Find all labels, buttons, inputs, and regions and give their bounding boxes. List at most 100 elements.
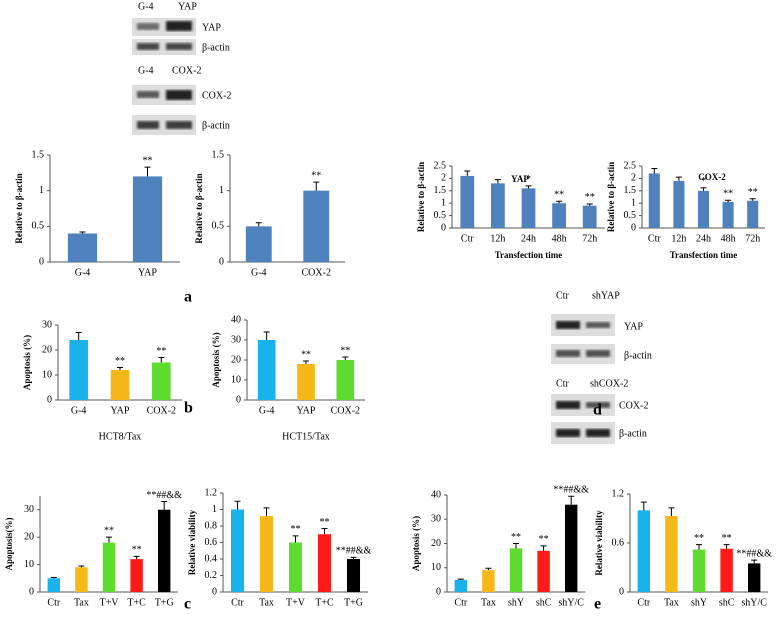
bar <box>75 567 88 592</box>
x-tick-label: T+C <box>315 597 334 608</box>
bar <box>69 340 88 400</box>
y-axis-label: Apoptosis (%) <box>411 516 421 571</box>
bar <box>509 548 523 592</box>
chart-title: YAP <box>511 174 529 184</box>
x-axis-label: HCT15/Tax <box>282 431 330 442</box>
error-bar <box>513 543 519 549</box>
y-tick-label: 0 <box>631 222 636 233</box>
chart-title: COX-2 <box>698 172 726 182</box>
x-axis-label: Transfection time <box>670 250 738 260</box>
y-axis-label: Relative to β-actin <box>14 173 24 243</box>
blot-row-label: YAP <box>202 22 221 33</box>
x-tick-label: T+V <box>100 597 120 608</box>
x-tick-label: shY/C <box>741 597 767 608</box>
x-tick-label: 12h <box>671 233 686 244</box>
significance-label: ** <box>511 532 521 543</box>
y-tick-label: 0.2 <box>205 570 218 581</box>
y-axis-label: Apoptosis(%) <box>4 517 14 570</box>
error-bar <box>696 544 702 550</box>
blot-row-label: COX-2 <box>619 400 648 411</box>
bar <box>303 190 330 262</box>
y-tick-label: 1 <box>212 504 217 515</box>
bar <box>491 183 505 228</box>
blot-header: Ctr <box>556 290 569 301</box>
band <box>137 23 159 30</box>
error-bar <box>749 198 756 201</box>
error-bar <box>668 507 675 517</box>
y-axis-label: Apoptosis (%) <box>22 335 32 390</box>
x-tick-label: Ctr <box>461 233 474 244</box>
band <box>586 322 610 328</box>
bar <box>67 233 98 262</box>
bar <box>582 205 597 228</box>
x-tick-label: 48h <box>552 233 567 244</box>
bar <box>257 340 276 400</box>
bar <box>460 175 475 228</box>
bar <box>245 226 272 262</box>
y-tick-label: 1 <box>39 185 44 196</box>
blot-left: G-4 YAP YAP β-actin G-4 COX-2 COX-2 β-ac… <box>132 1 231 135</box>
error-bar <box>78 565 85 568</box>
y-tick-label: 0.4 <box>205 553 218 564</box>
band <box>137 121 159 129</box>
band <box>556 429 580 437</box>
x-tick-label: T+G <box>155 597 174 608</box>
band <box>556 350 580 357</box>
bar <box>552 203 566 228</box>
significance-label: **##&& <box>553 485 589 496</box>
y-tick-label: 2 <box>631 173 636 184</box>
x-tick-label: 24h <box>696 233 711 244</box>
error-bar <box>106 536 112 543</box>
bar <box>720 548 733 592</box>
blot-row-label: β-actin <box>202 120 230 131</box>
significance-label: ** <box>132 545 142 556</box>
bar <box>722 201 734 228</box>
x-tick-label: T+C <box>127 597 146 608</box>
panel-label: c <box>184 596 191 613</box>
x-tick-label: shY/C <box>558 597 584 608</box>
bar <box>637 510 651 592</box>
significance-label: ** <box>585 192 595 203</box>
significance-label: ** <box>156 346 166 357</box>
band <box>586 402 610 408</box>
y-tick-label: 1.5 <box>32 149 45 160</box>
significance-label: ** <box>722 533 732 544</box>
blot-frame <box>551 344 615 364</box>
y-tick-label: 20 <box>24 531 34 542</box>
y-tick-label: 1.2 <box>205 487 218 498</box>
blot-header: COX-2 <box>172 65 201 76</box>
error-bar <box>263 507 270 517</box>
x-tick-label: T+V <box>286 597 306 608</box>
blot-frame <box>551 422 615 444</box>
y-tick-label: 30 <box>231 334 241 345</box>
error-bar <box>723 544 730 549</box>
panel-label: b <box>184 400 193 417</box>
bar <box>152 362 171 400</box>
y-tick-label: 0.5 <box>212 221 225 232</box>
y-tick-label: 10 <box>42 369 52 380</box>
x-tick-label: 12h <box>490 233 505 244</box>
band <box>137 43 159 50</box>
significance-label: * <box>701 176 706 187</box>
x-tick-label: Ctr <box>648 233 661 244</box>
error-bar <box>303 360 309 364</box>
x-tick-label: 48h <box>721 233 736 244</box>
significance-label: ** <box>104 525 114 536</box>
bar <box>132 176 163 262</box>
significance-label: ** <box>311 170 321 181</box>
bar <box>230 509 245 592</box>
error-bar <box>161 500 168 510</box>
error-bar <box>586 203 593 206</box>
x-tick-label: Tax <box>481 597 496 608</box>
x-tick-label: YAP <box>111 405 130 416</box>
error-bar <box>313 181 320 191</box>
y-tick-label: 1 <box>631 197 636 208</box>
y-axis-label: Relative to β-actin <box>416 162 426 232</box>
y-tick-label: 0 <box>219 256 224 267</box>
bar <box>157 509 171 592</box>
significance-label: ** <box>115 356 125 367</box>
x-tick-label: shC <box>719 597 735 608</box>
x-tick-label: Ctr <box>454 597 467 608</box>
x-tick-label: Ctr <box>637 597 650 608</box>
x-tick-label: Tax <box>74 597 89 608</box>
